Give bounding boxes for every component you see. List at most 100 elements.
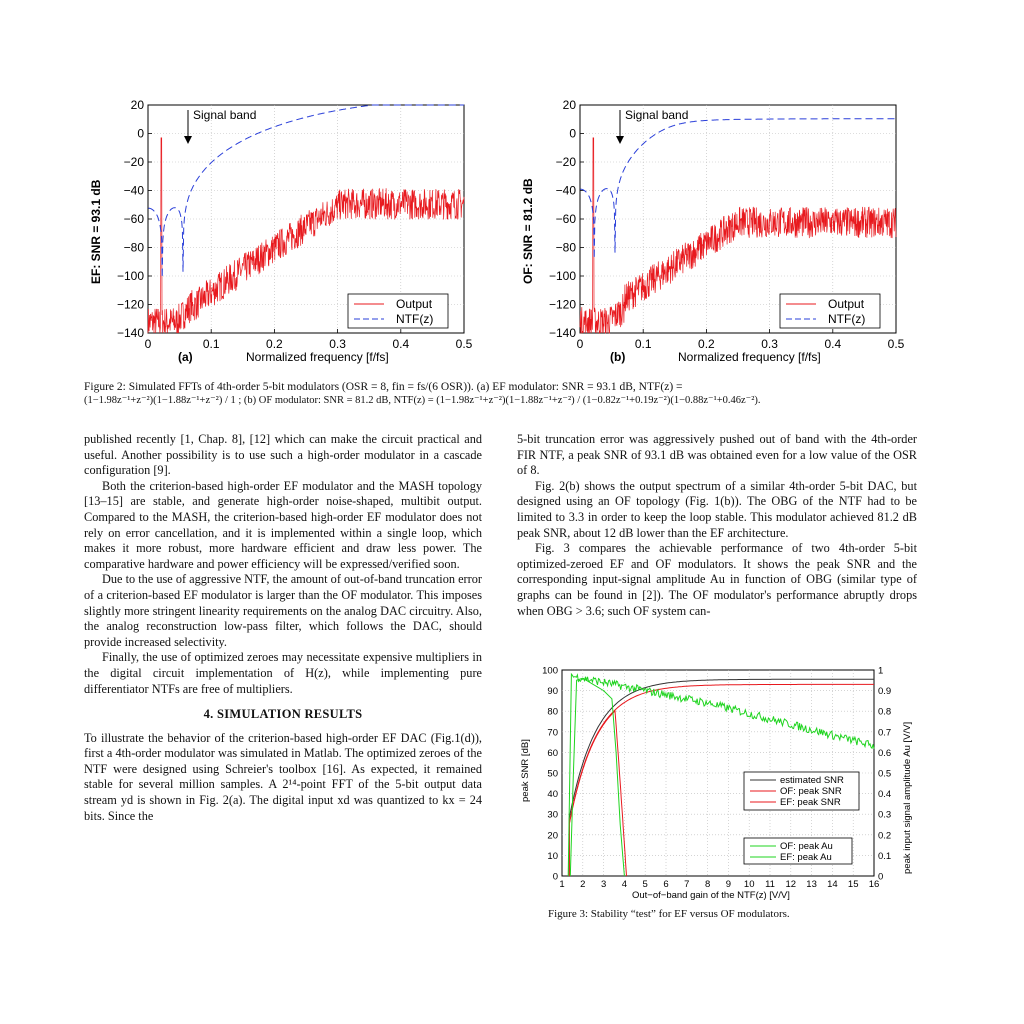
- fig3-ytick-right: 1: [878, 666, 883, 677]
- section-heading: 4. SIMULATION RESULTS: [203, 707, 363, 722]
- fig3-ytick-right: 0.3: [878, 810, 891, 821]
- fig2-ytick: 20: [563, 98, 577, 112]
- fig3-xtick: 14: [827, 879, 838, 890]
- fig2a-legend: [347, 293, 449, 329]
- fig2-xtick: 0: [577, 337, 584, 351]
- fig2b-output-trace: [579, 137, 897, 334]
- fig2b-ylabel: OF: SNR = 81.2 dB: [521, 178, 535, 284]
- fig3-legend-ofsnr: OF: peak SNR: [780, 786, 842, 797]
- fig2-xtick: 0.4: [824, 337, 841, 351]
- fig3-ytick-left: 10: [547, 851, 558, 862]
- fig2a-output-trace: [147, 137, 465, 334]
- fig3-ytick-right: 0.9: [878, 686, 891, 697]
- fig2-xtick: 0.3: [761, 337, 778, 351]
- fig3-ef-peak-snr: [568, 683, 874, 876]
- fig2a-legend-output: Output: [396, 297, 433, 311]
- fig2-ytick: 20: [131, 98, 145, 112]
- fig3-ytick-left: 80: [547, 707, 558, 718]
- fig3-xtick: 2: [580, 879, 585, 890]
- left-paragraph-1: published recently [1, Chap. 8], [12] wh…: [84, 432, 482, 478]
- fig3-xtick: 8: [705, 879, 710, 890]
- fig3-ytick-left: 50: [547, 769, 558, 780]
- fig3-xlabel: Out−of−band gain of the NTF(z) [V/V]: [632, 890, 790, 901]
- fig3-xtick: 16: [869, 879, 880, 890]
- fig2-ytick: −100: [549, 269, 576, 283]
- fig2a-xlabel: Normalized frequency [f/fs]: [246, 350, 389, 364]
- fig2-xtick: 0.5: [456, 337, 473, 351]
- fig3-of-peak-au: [569, 677, 625, 877]
- fig2-xtick: 0.1: [203, 337, 220, 351]
- fig3-ytick-left: 40: [547, 789, 558, 800]
- fig2-caption-line2: (1−1.98z⁻¹+z⁻²)(1−1.88z⁻¹+z⁻²) / 1 ; (b)…: [84, 395, 761, 406]
- fig3-ylabel-right: peak input signal amplitude Au [V/V]: [902, 722, 913, 874]
- fig3-ytick-right: 0.5: [878, 769, 891, 780]
- fig2b-sublabel: (b): [610, 350, 625, 364]
- fig2-ytick: 0: [569, 127, 576, 141]
- fig3-xtick: 6: [663, 879, 668, 890]
- left-paragraph-5: To illustrate the behavior of the criter…: [84, 730, 482, 823]
- fig3-ytick-left: 0: [553, 872, 558, 883]
- fig2-ytick: −40: [124, 184, 145, 198]
- fig3-ticks: 100908070605040302010010.90.80.70.60.50.…: [542, 666, 891, 891]
- fig2-ytick: −60: [124, 212, 145, 226]
- fig3-legend-au: [743, 837, 853, 865]
- fig3-ytick-left: 20: [547, 830, 558, 841]
- fig2a-ylabel: EF: SNR = 93.1 dB: [89, 179, 103, 284]
- fig3-ef-peak-au: [567, 672, 875, 877]
- fig2-ytick: −140: [549, 326, 576, 340]
- fig3-ytick-left: 100: [542, 666, 558, 677]
- fig2-caption-line1: Figure 2: Simulated FFTs of 4th-order 5-…: [84, 381, 683, 393]
- fig3-legend-efau: EF: peak Au: [780, 852, 832, 863]
- fig2b-legend: [779, 293, 881, 329]
- fig2a-ntf-curve: [148, 104, 464, 278]
- fig3-xtick: 12: [786, 879, 797, 890]
- fig3-ytick-right: 0.7: [878, 727, 891, 738]
- fig2-xtick: 0.2: [698, 337, 715, 351]
- fig3-xtick: 13: [806, 879, 817, 890]
- fig2b-ntf-curve: [580, 118, 896, 259]
- fig2-xtick: 0: [145, 337, 152, 351]
- fig2-ytick: −120: [117, 298, 144, 312]
- fig2a-sublabel: (a): [178, 350, 193, 364]
- right-paragraph-3: Fig. 3 compares the achievable performan…: [517, 541, 917, 618]
- fig3-ytick-right: 0.1: [878, 851, 891, 862]
- fig3-ylabel-left: peak SNR [dB]: [520, 739, 531, 802]
- fig3-xtick: 11: [765, 879, 775, 890]
- fig2-ytick: −120: [549, 298, 576, 312]
- fig2-xtick: 0.1: [635, 337, 652, 351]
- fig2-xtick: 0.4: [392, 337, 409, 351]
- fig2b-legend-ntf: NTF(z): [828, 312, 865, 326]
- fig2b-xlabel: Normalized frequency [f/fs]: [678, 350, 821, 364]
- fig3-plot: 100908070605040302010010.90.80.70.60.50.…: [520, 666, 913, 902]
- right-paragraph-2: Fig. 2(b) shows the output spectrum of a…: [517, 478, 917, 540]
- fig3-caption: Figure 3: Stability “test” for EF versus…: [548, 908, 790, 920]
- fig2-xtick: 0.5: [888, 337, 905, 351]
- fig3-ytick-left: 70: [547, 727, 558, 738]
- fig3-xtick: 9: [726, 879, 731, 890]
- fig2-xtick: 0.3: [329, 337, 346, 351]
- fig2b-legend-output: Output: [828, 297, 865, 311]
- fig3-ytick-right: 0.6: [878, 748, 891, 759]
- fig2-ytick: −60: [556, 212, 577, 226]
- fig2b-arrowhead: [616, 136, 624, 144]
- fig2-ytick: −80: [556, 241, 577, 255]
- fig2-xtick: 0.2: [266, 337, 283, 351]
- fig3-xtick: 1: [559, 879, 564, 890]
- left-paragraph-2: Both the criterion-based high-order EF m…: [84, 478, 482, 571]
- left-paragraph-3: Due to the use of aggressive NTF, the am…: [84, 572, 482, 649]
- fig2a-annotation: Signal band: [193, 108, 256, 122]
- left-paragraph-4: Finally, the use of optimized zeroes may…: [84, 650, 482, 696]
- fig3-ytick-right: 0.2: [878, 830, 891, 841]
- fig3-ytick-right: 0: [878, 872, 883, 883]
- fig2-ytick: −80: [124, 241, 145, 255]
- fig3-xtick: 4: [622, 879, 627, 890]
- right-paragraph-1: 5-bit truncation error was aggressively …: [517, 432, 917, 478]
- fig3-estimated-snr: [568, 678, 874, 876]
- fig3-ytick-right: 0.4: [878, 789, 891, 800]
- fig2-ytick: −140: [117, 326, 144, 340]
- fig3-ytick-left: 60: [547, 748, 558, 759]
